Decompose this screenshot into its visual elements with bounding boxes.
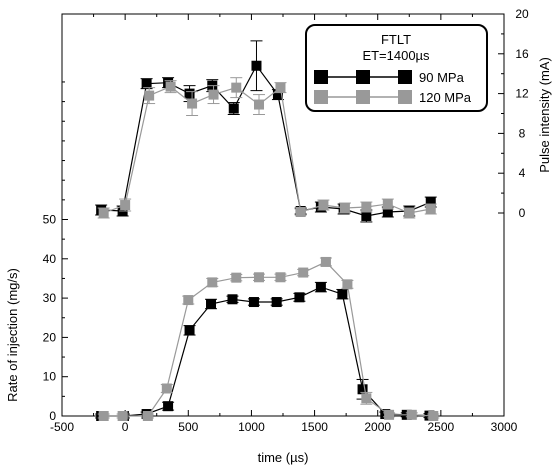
data-point-marker bbox=[272, 89, 283, 100]
data-point-marker bbox=[184, 88, 195, 99]
left-tick-label: 30 bbox=[43, 291, 57, 305]
data-point-marker bbox=[406, 409, 417, 420]
data-point-marker bbox=[337, 289, 348, 300]
data-point-marker bbox=[98, 411, 109, 421]
x-tick-label: 3000 bbox=[491, 420, 518, 434]
data-point-marker bbox=[315, 282, 326, 293]
left-tick-label: 50 bbox=[43, 213, 57, 227]
legend-subtitle: ET=1400µs bbox=[362, 48, 430, 63]
data-point-marker bbox=[404, 208, 415, 218]
data-point-marker bbox=[295, 207, 306, 218]
data-point-marker bbox=[251, 60, 262, 71]
data-point-marker bbox=[248, 297, 259, 308]
data-point-marker bbox=[382, 207, 393, 218]
data-point-marker bbox=[163, 401, 174, 412]
right-tick-label: 20 bbox=[515, 7, 529, 21]
left-axis-label: Rate of injection (mg/s) bbox=[5, 268, 20, 402]
data-point-marker bbox=[207, 277, 218, 288]
legend-marker-90mpa-c bbox=[398, 70, 412, 84]
right-tick-label: 0 bbox=[519, 206, 526, 220]
legend-label-90mpa: 90 MPa bbox=[419, 70, 465, 85]
data-point-marker bbox=[165, 81, 176, 92]
data-point-marker bbox=[206, 298, 217, 309]
data-point-marker bbox=[184, 325, 195, 336]
legend-marker-120mpa-b bbox=[356, 90, 370, 104]
data-point-marker bbox=[231, 272, 242, 283]
data-point-marker bbox=[275, 272, 286, 283]
data-point-marker bbox=[161, 383, 172, 394]
data-point-marker bbox=[98, 208, 109, 218]
data-point-marker bbox=[361, 202, 372, 213]
data-point-marker bbox=[141, 78, 152, 89]
legend: FTLT ET=1400µs 90 MPa 120 MPa bbox=[305, 24, 488, 112]
x-axis-label: time (µs) bbox=[258, 450, 309, 465]
data-point-marker bbox=[183, 295, 194, 306]
data-point-marker bbox=[227, 294, 238, 305]
legend-title: FTLT bbox=[381, 32, 411, 47]
right-tick-label: 16 bbox=[515, 47, 529, 61]
data-point-marker bbox=[187, 98, 198, 109]
data-point-marker bbox=[254, 272, 265, 283]
right-tick-label: 4 bbox=[519, 166, 526, 180]
data-point-marker bbox=[318, 200, 329, 211]
data-point-marker bbox=[361, 210, 372, 221]
x-tick-label: 2000 bbox=[364, 420, 391, 434]
data-point-marker bbox=[384, 409, 395, 420]
data-point-marker bbox=[144, 90, 155, 101]
data-point-marker bbox=[342, 279, 353, 290]
data-point-marker bbox=[275, 82, 286, 93]
legend-marker-90mpa-a bbox=[314, 70, 328, 84]
left-tick-label: 20 bbox=[43, 330, 57, 344]
data-point-marker bbox=[425, 204, 436, 215]
data-point-marker bbox=[271, 297, 282, 308]
x-tick-label: 1000 bbox=[238, 420, 265, 434]
series-line-3 bbox=[103, 85, 431, 214]
data-point-marker bbox=[428, 411, 439, 421]
data-point-marker bbox=[298, 267, 309, 278]
left-tick-label: 0 bbox=[49, 409, 56, 423]
legend-label-120mpa: 120 MPa bbox=[419, 90, 472, 105]
left-tick-label: 10 bbox=[43, 370, 57, 384]
x-tick-label: 0 bbox=[122, 420, 129, 434]
data-point-marker bbox=[117, 411, 128, 421]
right-tick-label: 8 bbox=[519, 126, 526, 140]
x-tick-label: 500 bbox=[178, 420, 198, 434]
data-point-marker bbox=[208, 89, 219, 100]
series-line-0 bbox=[101, 286, 430, 417]
left-tick-label: 40 bbox=[43, 252, 57, 266]
data-point-marker bbox=[294, 292, 305, 303]
data-point-marker bbox=[425, 197, 436, 208]
legend-marker-120mpa-c bbox=[398, 90, 412, 104]
x-tick-label: -500 bbox=[50, 420, 74, 434]
legend-box bbox=[305, 24, 488, 112]
x-tick-label: 1500 bbox=[301, 420, 328, 434]
data-point-marker bbox=[357, 384, 368, 395]
data-point-marker bbox=[320, 256, 331, 267]
series-line-2 bbox=[101, 64, 432, 217]
data-point-marker bbox=[142, 411, 153, 421]
data-point-marker bbox=[339, 203, 350, 214]
series-layer bbox=[95, 40, 440, 421]
legend-marker-90mpa-b bbox=[356, 70, 370, 84]
series-line-1 bbox=[103, 261, 434, 417]
data-point-marker bbox=[382, 199, 393, 210]
data-point-marker bbox=[228, 103, 239, 114]
legend-marker-120mpa-a bbox=[314, 90, 328, 104]
right-axis-label: Pulse intensity (mA) bbox=[537, 57, 552, 173]
data-point-marker bbox=[231, 82, 242, 93]
right-tick-label: 12 bbox=[515, 87, 529, 101]
data-point-marker bbox=[120, 200, 131, 211]
data-point-marker bbox=[361, 393, 372, 404]
data-point-marker bbox=[254, 99, 265, 110]
x-tick-label: 2500 bbox=[428, 420, 455, 434]
